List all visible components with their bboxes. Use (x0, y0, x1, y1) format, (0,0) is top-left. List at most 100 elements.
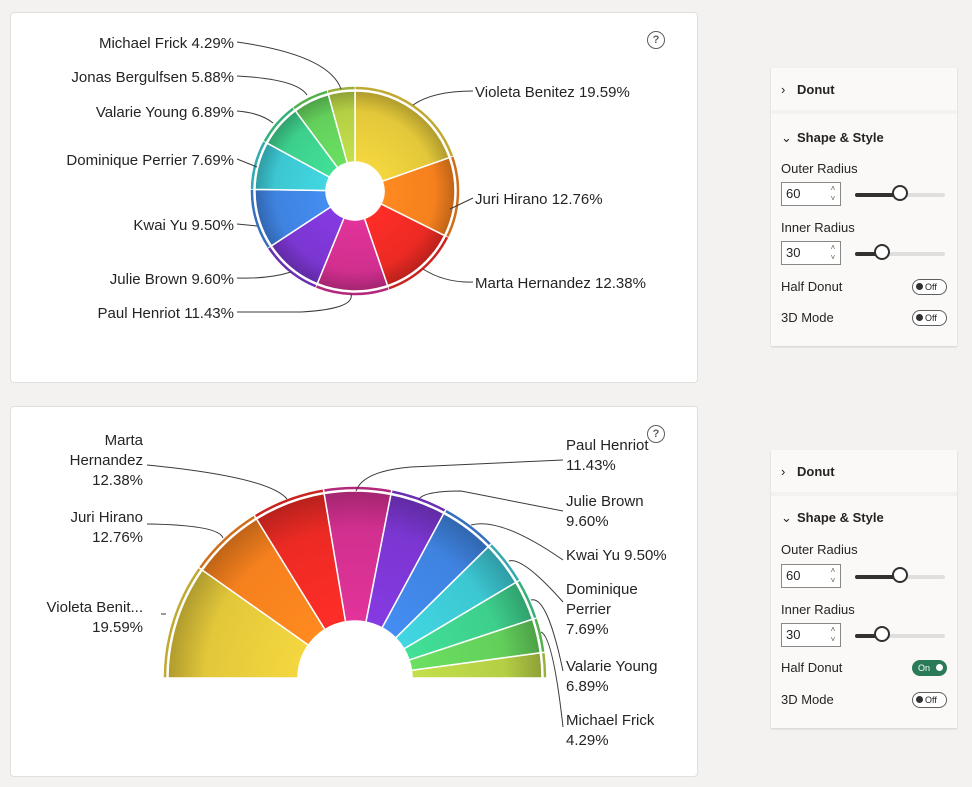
slider-thumb[interactable] (892, 567, 908, 583)
leader-line-marta-hernandez (422, 268, 474, 283)
outer-radius-slider[interactable] (855, 567, 945, 583)
half-donut-label: Half Donut (781, 279, 843, 294)
spinner-icon[interactable]: ˄ ˅ (830, 243, 836, 262)
leader-line-michael-frick (540, 631, 564, 728)
half-donut-chart-card: Violeta Benit... 19.59% Juri Hirano 12.76% M… (10, 406, 698, 777)
label-dominique-perrier-line-3: 7.69% (566, 621, 609, 638)
spinner-icon[interactable]: ˄ ˅ (830, 625, 836, 644)
slice-rim-jonas-bergulfsen (293, 90, 328, 110)
slider-thumb[interactable] (892, 185, 908, 201)
label-kwai-yu: Kwai Yu 9.50% (133, 217, 234, 234)
label-julie-brown-line-1: Julie Brown (566, 493, 644, 510)
label-paul-henriot: Paul Henriot 11.43% (98, 305, 234, 322)
spinner-icon[interactable]: ˄ ˅ (830, 566, 836, 585)
slice-rim-violeta-benitez (163, 568, 201, 678)
shape-style-header[interactable]: ⌄ Shape & Style (781, 130, 884, 146)
inner-radius-input[interactable]: 30 ˄ ˅ (781, 241, 841, 265)
donut-section-header[interactable]: › Donut (781, 82, 835, 97)
leader-line-kwai-yu (236, 223, 258, 227)
outer-radius-input[interactable]: 60 ˄ ˅ (781, 182, 841, 206)
donut-section-title: Donut (797, 82, 835, 97)
slice-rim-julie-brown (268, 247, 317, 288)
help-icon[interactable]: ? (647, 425, 665, 443)
spinner-icon[interactable]: ˄ ˅ (830, 184, 836, 203)
slider-thumb[interactable] (874, 244, 890, 260)
label-marta-hernandez-line-3: 12.38% (92, 472, 143, 489)
leader-line-julie-brown (418, 490, 564, 512)
donut-section[interactable]: › Donut (771, 450, 957, 492)
slice-rim-valarie-young (517, 581, 537, 619)
label-valarie-young: Valarie Young 6.89% (96, 104, 234, 121)
donut-chart-card: Violeta Benitez 19.59% Juri Hirano 12.76%… (10, 12, 698, 383)
leader-line-paul-henriot (355, 459, 564, 492)
leader-line-kwai-yu (470, 523, 564, 561)
3d-mode-toggle[interactable]: Off (912, 310, 947, 326)
shape-style-title: Shape & Style (797, 510, 884, 525)
label-juri-hirano: Juri Hirano 12.76% (475, 191, 603, 208)
donut-chart: Violeta Benitez 19.59% Juri Hirano 12.76%… (66, 35, 646, 322)
label-violeta-benitez-line-2: 19.59% (92, 619, 143, 636)
inner-radius-label: Inner Radius (781, 602, 855, 617)
half-donut-toggle[interactable]: On (912, 660, 947, 676)
toggle-state: Off (925, 313, 937, 323)
slice-rim-marta-hernandez (254, 489, 324, 518)
donut-section-header[interactable]: › Donut (781, 464, 835, 479)
slice-rim-juri-hirano (199, 515, 255, 569)
leader-line-paul-henriot (237, 293, 352, 313)
outer-radius-value: 60 (786, 568, 801, 583)
leader-line-dominique-perrier (236, 158, 258, 168)
inner-radius-label: Inner Radius (781, 220, 855, 235)
3d-mode-toggle[interactable]: Off (912, 692, 947, 708)
inner-radius-input[interactable]: 30 ˄ ˅ (781, 623, 841, 647)
leader-line-julie-brown (236, 271, 292, 279)
leader-line-valarie-young (236, 110, 274, 124)
half-donut-chart: Violeta Benit... 19.59% Juri Hirano 12.76% M… (47, 432, 667, 749)
shape-style-title: Shape & Style (797, 130, 884, 145)
half-donut-label: Half Donut (781, 660, 843, 675)
toggle-state: Off (925, 695, 937, 705)
shape-style-header[interactable]: ⌄ Shape & Style (781, 510, 884, 526)
inner-radius-value: 30 (786, 627, 801, 642)
label-jonas-bergulfsen-line-2: 6.89% (566, 678, 609, 695)
outer-radius-slider[interactable] (855, 185, 945, 201)
label-michael-frick: Michael Frick 4.29% (99, 35, 234, 52)
label-dominique-perrier: Dominique Perrier 7.69% (66, 152, 234, 169)
slice-rim-kwai-yu (445, 510, 491, 546)
slice-rim-michael-frick (542, 653, 547, 678)
inner-radius-slider[interactable] (855, 626, 945, 642)
slice-violeta-benitez[interactable] (167, 569, 310, 679)
slice-violeta-benitez[interactable] (354, 90, 451, 183)
chevron-down-icon: ⌄ (781, 130, 792, 145)
label-marta-hernandez-line-2: Hernandez (70, 452, 143, 469)
label-michael-frick-line-2: 4.29% (566, 732, 609, 749)
inner-radius-slider[interactable] (855, 244, 945, 260)
leader-line-michael-frick (236, 41, 342, 90)
leader-line-juri-hirano (146, 523, 224, 539)
slice-rim-dominique-perrier (490, 544, 520, 581)
format-panel: › Donut ⌄ Shape & Style Outer Radius 60 ˄ ˅ … (771, 450, 957, 728)
slice-michael-frick[interactable] (410, 652, 543, 679)
donut-section-title: Donut (797, 464, 835, 479)
slice-michael-frick[interactable] (327, 90, 356, 164)
slice-rim-valarie-young (263, 107, 294, 142)
label-juri-hirano-line-1: Juri Hirano (70, 509, 143, 526)
label-michael-frick-line-1: Michael Frick (566, 712, 655, 729)
slice-rim-jonas-bergulfsen (534, 618, 545, 652)
outer-radius-label: Outer Radius (781, 161, 858, 176)
slider-thumb[interactable] (874, 626, 890, 642)
half-donut-toggle[interactable]: Off (912, 279, 947, 295)
label-kwai-yu: Kwai Yu 9.50% (566, 547, 667, 564)
leader-line-dominique-perrier (508, 560, 564, 603)
donut-section[interactable]: › Donut (771, 68, 957, 110)
chevron-right-icon: › (781, 82, 786, 97)
leader-line-marta-hernandez (146, 464, 288, 500)
slice-rim-julie-brown (392, 490, 446, 512)
outer-radius-input[interactable]: 60 ˄ ˅ (781, 564, 841, 588)
label-violeta-benitez-line-1: Violeta Benit... (47, 599, 143, 616)
leader-line-juri-hirano (449, 197, 474, 210)
label-jonas-bergulfsen: Jonas Bergulfsen 5.88% (71, 69, 234, 86)
slice-rim-dominique-perrier (250, 141, 266, 189)
slice-rim-paul-henriot (316, 285, 389, 296)
shape-style-section: ⌄ Shape & Style Outer Radius 60 ˄ ˅ Inner R… (771, 114, 957, 346)
help-icon[interactable]: ? (647, 31, 665, 49)
